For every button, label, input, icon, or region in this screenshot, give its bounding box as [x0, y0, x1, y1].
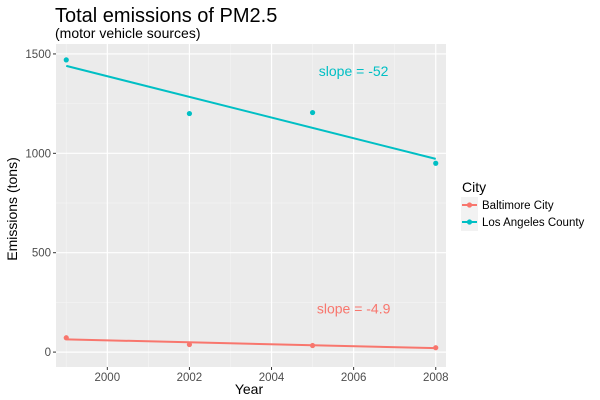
y-axis-title: Emissions (tons) [4, 157, 20, 260]
data-point [433, 345, 439, 351]
data-point [186, 341, 193, 348]
x-tick-label: 2008 [423, 372, 449, 384]
y-tick-label: 0 [45, 347, 51, 359]
y-tick-label: 1000 [25, 148, 51, 160]
data-points [63, 57, 439, 351]
trend-line [66, 64, 436, 160]
data-point [63, 57, 69, 63]
data-point [186, 110, 193, 117]
minor-gridlines [56, 44, 446, 367]
data-point [309, 109, 316, 116]
legend-label: Los Angeles County [482, 217, 585, 229]
data-point [309, 342, 316, 349]
trend-lines [66, 64, 436, 350]
legend-label: Baltimore City [482, 200, 554, 212]
legend-key-point [466, 219, 473, 225]
slope-annotations: slope = -4.9 slope = -52 [317, 63, 391, 317]
x-tick-label: 2000 [95, 372, 121, 384]
plot-panel [56, 44, 446, 367]
legend: City Baltimore City Los Angeles County [461, 179, 585, 231]
data-point [433, 160, 439, 166]
x-tick-label: 2006 [341, 372, 367, 384]
chart-title: Total emissions of PM2.5 [55, 5, 277, 27]
x-tick-label: 2004 [259, 372, 285, 384]
x-tick-label: 2002 [177, 372, 203, 384]
slope-annotation: slope = -4.9 [317, 300, 391, 316]
legend-key-point [466, 202, 473, 208]
legend-title: City [462, 179, 486, 195]
trend-line [66, 338, 436, 350]
y-tick-label: 500 [32, 248, 51, 260]
x-axis-ticks: 2000 2002 2004 2006 2008 [95, 367, 449, 384]
major-gridlines [56, 44, 446, 367]
y-axis-ticks: 0 500 1000 1500 [25, 49, 56, 359]
x-axis-title: Year [235, 381, 264, 397]
slope-annotation: slope = -52 [319, 63, 389, 79]
data-point [63, 335, 69, 341]
y-tick-label: 1500 [25, 49, 51, 61]
chart-subtitle: (motor vehicle sources) [55, 25, 201, 41]
